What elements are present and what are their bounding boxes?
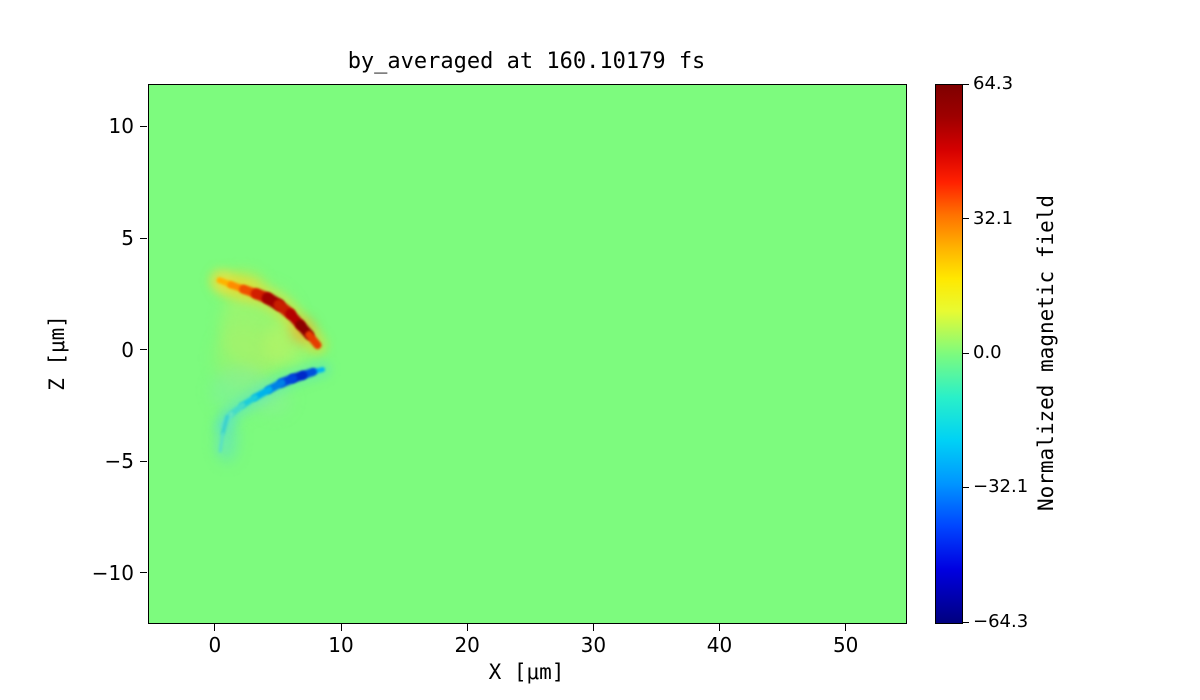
colorbar-label: Normalized magnetic field xyxy=(1034,194,1058,512)
heatmap-plot xyxy=(149,85,906,623)
x-tick-label: 50 xyxy=(832,633,859,657)
y-tick xyxy=(140,237,147,239)
colorbar-tick xyxy=(963,352,969,354)
colorbar-tick-label: −32.1 xyxy=(973,476,1029,498)
x-tick-label: 30 xyxy=(580,633,607,657)
colorbar-tick xyxy=(963,218,969,220)
y-tick-label: 5 xyxy=(121,226,134,251)
y-tick-label: −10 xyxy=(91,560,134,585)
x-tick-label: 10 xyxy=(328,633,354,657)
y-tick-label: 0 xyxy=(121,337,134,362)
plot-area xyxy=(148,84,907,624)
colorbar-tick-label: 64.3 xyxy=(973,73,1014,94)
plot-title: by_averaged at 160.10179 fs xyxy=(347,49,706,74)
colorbar-tick xyxy=(963,83,969,85)
x-axis-label: X [μm] xyxy=(488,660,565,684)
colorbar-tick-label: 0.0 xyxy=(973,342,1002,363)
y-tick xyxy=(140,349,147,351)
x-tick xyxy=(340,624,342,631)
colorbar xyxy=(935,84,963,624)
x-tick xyxy=(592,624,594,631)
x-tick-label: 40 xyxy=(706,633,733,657)
colorbar-tick xyxy=(963,486,969,488)
y-tick xyxy=(140,125,147,127)
y-tick-label: −5 xyxy=(104,449,134,474)
x-tick xyxy=(845,624,847,631)
colorbar-tick-label: 32.1 xyxy=(973,207,1014,229)
x-tick xyxy=(466,624,468,631)
colorbar-tick xyxy=(963,621,969,623)
y-tick xyxy=(140,572,147,574)
x-tick-label: 20 xyxy=(454,633,480,657)
x-tick xyxy=(719,624,721,631)
y-tick xyxy=(140,460,147,462)
colorbar-tick-label: −64.3 xyxy=(973,611,1029,632)
y-tick-label: 10 xyxy=(108,114,134,139)
x-tick-label: 0 xyxy=(208,633,222,657)
x-tick xyxy=(214,624,216,631)
